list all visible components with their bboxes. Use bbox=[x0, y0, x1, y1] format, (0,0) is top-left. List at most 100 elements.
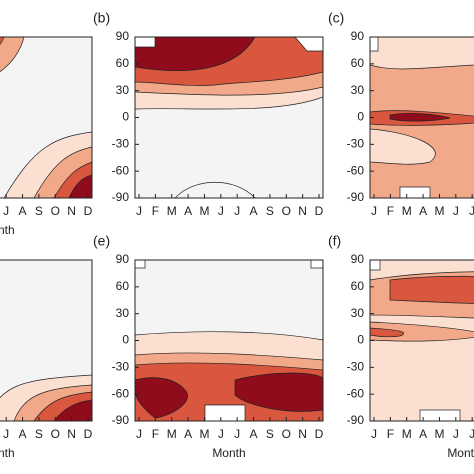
x-tick-label: S bbox=[266, 427, 274, 441]
panel-label: (e) bbox=[93, 233, 110, 249]
y-tick-label: 30 bbox=[116, 306, 130, 320]
x-tick-label: M bbox=[434, 204, 444, 218]
panel-label: (b) bbox=[93, 10, 110, 26]
x-tick-label: J bbox=[3, 204, 9, 218]
contour-region bbox=[370, 128, 436, 165]
x-tick-label: N bbox=[298, 427, 307, 441]
y-tick-label: 60 bbox=[116, 56, 130, 70]
contour-field bbox=[370, 260, 474, 421]
x-tick-label: M bbox=[167, 204, 177, 218]
x-tick-label: A bbox=[184, 427, 192, 441]
y-tick-label: 90 bbox=[116, 29, 130, 43]
x-tick-label: A bbox=[250, 204, 258, 218]
x-tick-label: A bbox=[19, 204, 27, 218]
y-tick-label: -60 bbox=[347, 163, 365, 177]
contour-region bbox=[135, 260, 323, 421]
x-tick-label: A bbox=[250, 427, 258, 441]
x-tick-label: J bbox=[234, 427, 240, 441]
x-tick-label: J bbox=[371, 427, 377, 441]
x-tick-label: J bbox=[218, 427, 224, 441]
x-tick-label: F bbox=[152, 204, 159, 218]
panel-label: (f) bbox=[328, 233, 341, 249]
x-tick-label: J bbox=[136, 204, 142, 218]
y-tick-label: 0 bbox=[122, 333, 129, 347]
x-tick-label: O bbox=[51, 427, 60, 441]
y-tick-label: 60 bbox=[351, 279, 365, 293]
x-tick-label: J bbox=[3, 427, 9, 441]
x-tick-label: F bbox=[152, 427, 159, 441]
contour-region bbox=[370, 37, 474, 70]
x-tick-label: N bbox=[67, 427, 76, 441]
x-tick-label: N bbox=[67, 204, 76, 218]
x-tick-label: J bbox=[453, 427, 459, 441]
contour-region bbox=[389, 275, 474, 304]
contour-region bbox=[370, 260, 461, 421]
y-tick-label: -90 bbox=[347, 190, 365, 204]
contour-field bbox=[135, 260, 323, 421]
x-axis-label: Month bbox=[212, 446, 245, 460]
x-tick-label: O bbox=[282, 204, 291, 218]
x-tick-label: A bbox=[184, 204, 192, 218]
x-tick-label: D bbox=[84, 204, 93, 218]
x-tick-label: F bbox=[387, 427, 394, 441]
y-tick-label: 30 bbox=[116, 83, 130, 97]
x-tick-label: O bbox=[51, 204, 60, 218]
x-tick-label: J bbox=[469, 427, 474, 441]
contour-region bbox=[0, 37, 5, 45]
contour-region bbox=[0, 37, 25, 72]
y-tick-label: 0 bbox=[122, 110, 129, 124]
x-tick-label: M bbox=[167, 427, 177, 441]
plot-frame bbox=[0, 36, 93, 199]
y-tick-label: -30 bbox=[347, 137, 365, 151]
x-tick-label: S bbox=[35, 204, 43, 218]
x-tick-label: D bbox=[84, 427, 93, 441]
y-tick-label: -30 bbox=[112, 137, 130, 151]
plot-frame bbox=[0, 259, 93, 422]
x-axis-label: Month bbox=[0, 223, 15, 237]
contour-region bbox=[135, 372, 323, 419]
x-tick-label: J bbox=[218, 204, 224, 218]
x-tick-label: J bbox=[234, 204, 240, 218]
y-tick-label: -30 bbox=[112, 360, 130, 374]
y-tick-label: 0 bbox=[357, 333, 364, 347]
x-tick-label: S bbox=[266, 204, 274, 218]
x-tick-label: J bbox=[469, 204, 474, 218]
y-tick-label: -60 bbox=[112, 386, 130, 400]
contour-region bbox=[135, 37, 256, 71]
x-tick-label: M bbox=[434, 427, 444, 441]
x-tick-label: N bbox=[298, 204, 307, 218]
y-tick-label: 60 bbox=[351, 56, 365, 70]
x-tick-label: M bbox=[199, 427, 209, 441]
x-tick-label: A bbox=[419, 204, 427, 218]
x-tick-label: M bbox=[402, 427, 412, 441]
x-tick-label: D bbox=[315, 204, 324, 218]
x-tick-label: M bbox=[402, 204, 412, 218]
y-tick-label: 90 bbox=[351, 29, 365, 43]
panel-label: (c) bbox=[328, 10, 344, 26]
x-tick-label: M bbox=[199, 204, 209, 218]
y-tick-label: 90 bbox=[351, 252, 365, 266]
contour-field bbox=[0, 37, 92, 198]
contour-region bbox=[370, 327, 405, 338]
y-tick-label: -60 bbox=[347, 386, 365, 400]
contour-field bbox=[370, 37, 474, 198]
x-tick-label: J bbox=[136, 427, 142, 441]
x-axis-label: Month bbox=[0, 446, 15, 460]
x-tick-label: A bbox=[19, 427, 27, 441]
y-tick-label: -90 bbox=[112, 190, 130, 204]
y-tick-label: 90 bbox=[116, 252, 130, 266]
x-tick-label: S bbox=[35, 427, 43, 441]
y-tick-label: -90 bbox=[112, 413, 130, 427]
x-tick-label: D bbox=[315, 427, 324, 441]
x-tick-label: O bbox=[282, 427, 291, 441]
contour-field bbox=[0, 260, 92, 421]
contour-region bbox=[53, 399, 92, 421]
